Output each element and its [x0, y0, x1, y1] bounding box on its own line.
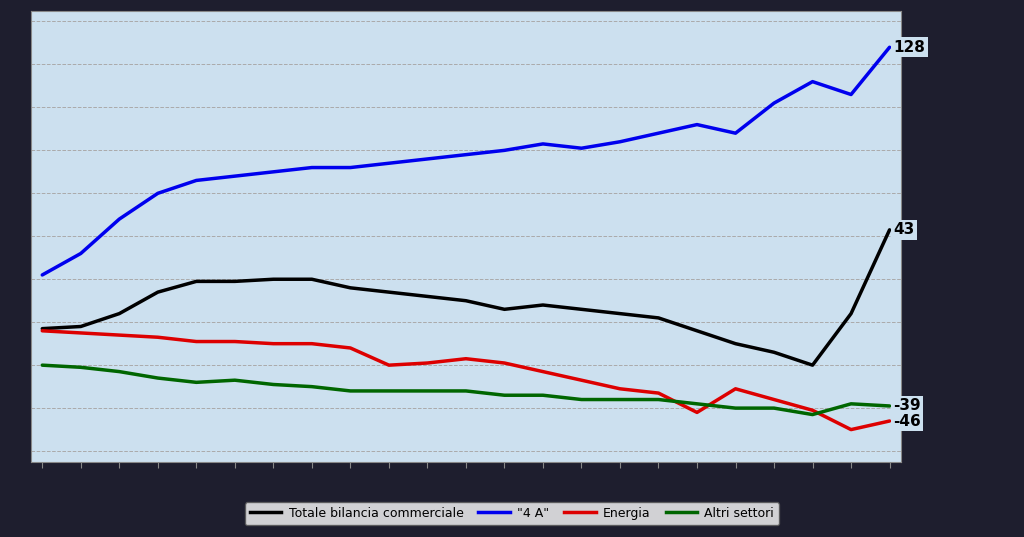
Legend: Totale bilancia commerciale, "4 A", Energia, Altri settori: Totale bilancia commerciale, "4 A", Ener…	[245, 503, 779, 525]
Text: -46: -46	[893, 413, 922, 429]
Text: -39: -39	[893, 398, 921, 413]
Text: 43: 43	[893, 222, 914, 237]
Text: 128: 128	[893, 40, 926, 55]
